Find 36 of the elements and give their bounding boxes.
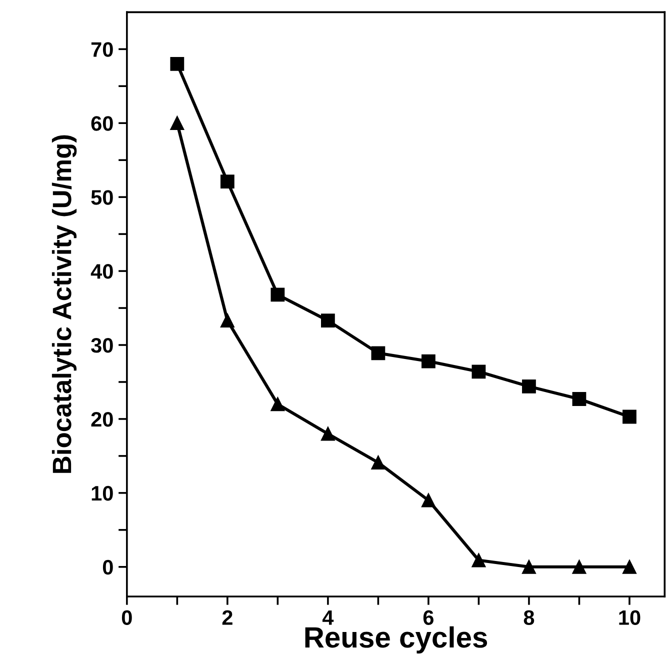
point <box>371 456 386 470</box>
point <box>622 410 636 424</box>
x-axis-title: Reuse cycles <box>305 626 488 654</box>
x-tick-label: 2 <box>222 610 232 625</box>
point <box>622 560 636 574</box>
point <box>371 346 386 360</box>
y-tick-label: 10 <box>92 486 113 501</box>
y-tick-label: 50 <box>91 190 113 205</box>
x-tick-label: 8 <box>524 610 534 625</box>
point <box>270 288 285 302</box>
point <box>170 116 184 130</box>
y-tick-label: 30 <box>91 338 113 353</box>
point <box>321 426 335 441</box>
y-tick-label: 70 <box>91 42 113 57</box>
point <box>572 560 586 574</box>
y-axis-title: Biocatalytic Activity (U/mg) <box>52 135 77 473</box>
point <box>220 174 234 188</box>
x-tick-label: 6 <box>423 610 434 625</box>
point <box>472 553 486 568</box>
point <box>522 379 536 394</box>
point <box>321 314 335 328</box>
point <box>170 56 184 71</box>
y-tick-label: 0 <box>102 560 113 575</box>
y-tick-label: 40 <box>90 264 113 279</box>
point <box>472 364 486 379</box>
point <box>422 493 436 508</box>
x-tick-label: 10 <box>619 610 640 625</box>
point <box>522 560 536 574</box>
x-tick-label: 4 <box>322 610 334 625</box>
x-tick-label: 0 <box>122 610 132 625</box>
point <box>422 354 436 368</box>
y-tick-label: 20 <box>91 412 113 427</box>
point <box>270 397 285 412</box>
point <box>572 392 586 406</box>
y-tick-label: 60 <box>91 116 113 131</box>
point <box>220 314 234 328</box>
